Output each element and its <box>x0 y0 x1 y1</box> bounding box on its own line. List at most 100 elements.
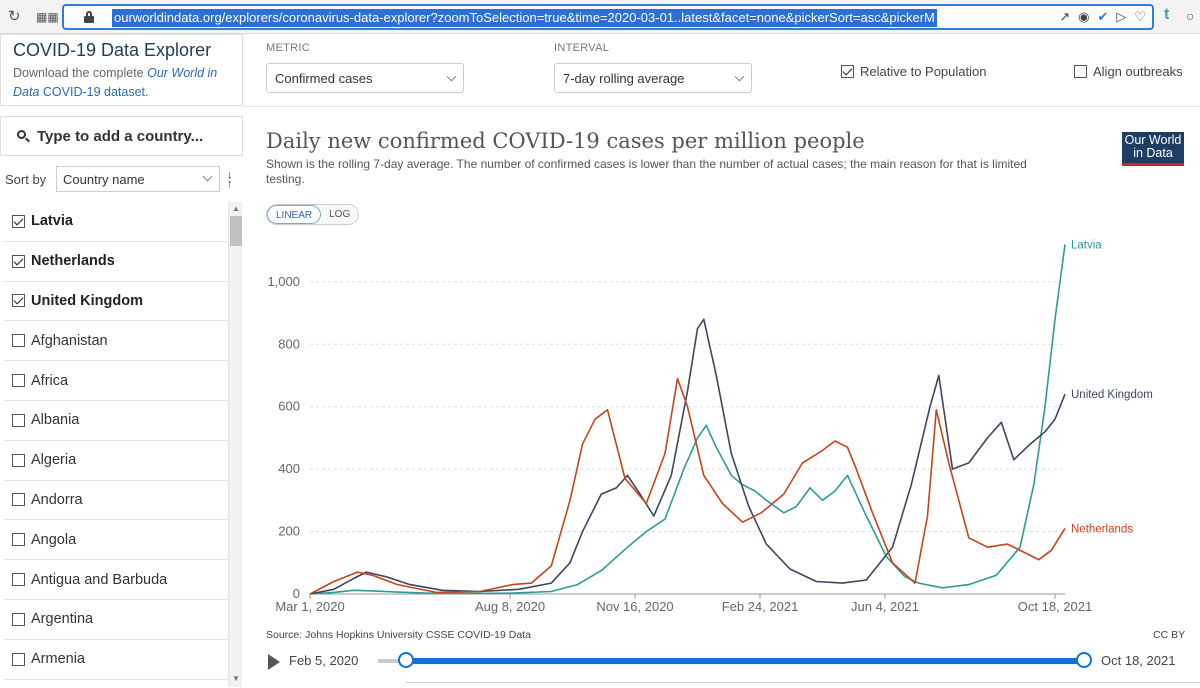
heart-icon[interactable]: ♡ <box>1134 9 1146 24</box>
tab-strip <box>406 682 1200 688</box>
logo-line-1: Our World <box>1124 133 1182 147</box>
country-row[interactable]: Albania <box>4 400 228 441</box>
country-label: Afghanistan <box>31 332 108 349</box>
country-row[interactable]: Angola <box>4 520 228 561</box>
align-outbreaks-toggle[interactable]: Align outbreaks <box>1074 64 1183 79</box>
metric-label: METRIC <box>266 42 310 54</box>
timeline-end-handle[interactable] <box>1076 652 1092 668</box>
country-row[interactable]: Afghanistan <box>4 321 228 362</box>
country-checkbox[interactable] <box>12 533 25 547</box>
menu-icon[interactable]: ○ <box>1186 8 1195 24</box>
country-checkbox[interactable] <box>12 334 25 348</box>
controls-divider <box>243 106 1200 107</box>
share-icon[interactable]: ↗ <box>1059 9 1071 24</box>
country-row[interactable]: Argentina <box>4 599 228 640</box>
country-row[interactable]: Latvia <box>4 202 228 242</box>
sort-direction-icon[interactable]: ↓ ↑ <box>227 169 233 190</box>
owid-logo[interactable]: Our World in Data <box>1122 132 1184 166</box>
scale-toggle: LINEAR LOG <box>266 204 360 225</box>
country-list-scrollbar[interactable]: ▲ ▼ <box>228 202 242 687</box>
country-label: Andorra <box>31 491 83 508</box>
country-label: Argentina <box>31 611 94 628</box>
sort-value: Country name <box>63 172 145 187</box>
timeline-selection <box>406 658 1084 664</box>
country-checkbox[interactable] <box>12 214 25 228</box>
x-tick-label: Mar 1, 2020 <box>275 599 344 614</box>
camera-icon[interactable]: ◉ <box>1078 9 1090 24</box>
relative-to-population-toggle[interactable]: Relative to Population <box>841 64 986 79</box>
play-icon[interactable] <box>268 654 280 670</box>
series-line <box>309 244 1066 595</box>
y-tick-label: 200 <box>278 524 300 539</box>
chevron-down-icon <box>446 71 457 82</box>
country-label: Africa <box>31 372 69 389</box>
search-icon <box>17 130 30 143</box>
country-row[interactable]: Andorra <box>4 480 228 521</box>
timeline-start-handle[interactable] <box>398 652 414 668</box>
country-row[interactable]: Antigua and Barbuda <box>4 560 228 600</box>
country-checkbox[interactable] <box>12 493 25 507</box>
chart-title: Daily new confirmed COVID-19 cases per m… <box>266 129 865 153</box>
shield-icon[interactable]: ✔ <box>1097 9 1109 24</box>
country-label: Albania <box>31 412 80 429</box>
country-row[interactable]: Netherlands <box>4 241 228 282</box>
country-checkbox[interactable] <box>12 453 25 467</box>
series-label: Latvia <box>1071 239 1102 251</box>
interval-select[interactable]: 7-day rolling average <box>554 63 752 93</box>
country-checkbox[interactable] <box>12 254 25 268</box>
dataset-link[interactable]: COVID-19 dataset. <box>42 85 149 99</box>
country-checkbox[interactable] <box>12 374 25 388</box>
timeline-end-label: Oct 18, 2021 <box>1101 653 1176 668</box>
scale-log-button[interactable]: LOG <box>321 205 359 224</box>
scroll-down-icon[interactable]: ▼ <box>232 674 240 683</box>
country-checkbox[interactable] <box>12 294 25 308</box>
sort-label: Sort by <box>5 172 47 187</box>
x-tick-label: Nov 16, 2020 <box>596 599 673 614</box>
country-checkbox[interactable] <box>12 413 25 427</box>
country-checkbox[interactable] <box>12 652 25 666</box>
reload-icon[interactable]: ↻ <box>8 8 21 25</box>
y-tick-label: 400 <box>278 461 300 476</box>
y-tick-label: 800 <box>278 336 300 351</box>
owid-link[interactable]: Our World in Data <box>13 66 218 99</box>
country-checkbox[interactable] <box>12 612 25 626</box>
interval-value: 7-day rolling average <box>563 71 685 86</box>
series-line <box>309 377 1066 595</box>
country-row[interactable]: Armenia <box>4 639 228 680</box>
timeline-start-label: Feb 5, 2020 <box>289 653 359 668</box>
x-tick-label: Oct 18, 2021 <box>1018 599 1092 614</box>
country-row[interactable]: Algeria <box>4 440 228 481</box>
country-checkbox[interactable] <box>12 573 25 587</box>
logo-line-2: in Data <box>1133 146 1173 160</box>
lock-icon <box>84 11 94 23</box>
country-label: Antigua and Barbuda <box>31 571 168 588</box>
metric-select[interactable]: Confirmed cases <box>266 63 464 93</box>
country-row[interactable]: United Kingdom <box>4 281 228 322</box>
explorer-header: COVID-19 Data Explorer Download the comp… <box>0 34 243 106</box>
chart-source[interactable]: Source: Johns Hopkins University CSSE CO… <box>266 629 531 641</box>
scroll-up-icon[interactable]: ▲ <box>232 204 240 213</box>
metric-value: Confirmed cases <box>275 71 373 86</box>
browser-toolbar: ↻ ▦▦ ourworldindata.org/explorers/corona… <box>0 0 1200 34</box>
sort-select[interactable]: Country name <box>56 166 220 192</box>
send-icon[interactable]: ▷ <box>1116 9 1127 24</box>
tab-grid-icon[interactable]: ▦▦ <box>36 10 59 24</box>
relative-checkbox[interactable] <box>841 65 854 78</box>
extension-t-icon[interactable]: t <box>1164 6 1170 23</box>
y-tick-label: 0 <box>293 586 300 601</box>
country-row[interactable]: Africa <box>4 361 228 401</box>
align-checkbox[interactable] <box>1074 65 1087 78</box>
scale-linear-button[interactable]: LINEAR <box>267 205 322 224</box>
address-bar-actions: ↗ ◉ ✔ ▷ ♡ <box>1059 8 1146 26</box>
address-bar[interactable]: ourworldindata.org/explorers/coronavirus… <box>62 4 1154 30</box>
country-search-input[interactable]: Type to add a country... <box>0 116 243 156</box>
country-label: Algeria <box>31 452 77 469</box>
country-label: Latvia <box>31 213 73 230</box>
series-line <box>309 318 1066 595</box>
scrollbar-thumb[interactable] <box>230 216 242 246</box>
country-list: Latvia Netherlands United Kingdom Afghanist… <box>4 202 228 687</box>
series-label: United Kingdom <box>1071 389 1153 401</box>
y-tick-label: 1,000 <box>267 274 300 289</box>
license-link[interactable]: CC BY <box>1153 629 1186 641</box>
url-text[interactable]: ourworldindata.org/explorers/coronavirus… <box>112 9 937 27</box>
